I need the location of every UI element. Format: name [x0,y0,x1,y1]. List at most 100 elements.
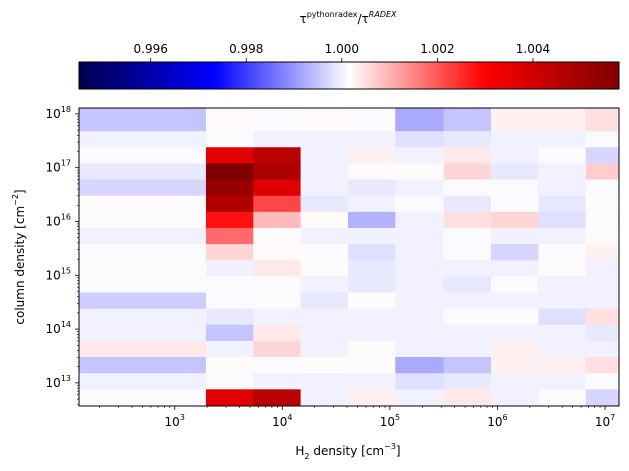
heatmap-cell [538,292,587,310]
heatmap-cell [395,179,445,197]
heatmap-cell [443,389,492,407]
heatmap-cell [490,308,539,326]
heatmap-cell [347,227,396,245]
heatmap-cell [443,276,492,293]
heatmap-cell [538,244,587,261]
heatmap-cell [443,308,492,326]
heatmap-cell [538,373,587,390]
heatmap-cell [347,276,396,293]
heatmap-cell [395,340,445,358]
colorbar-label: τpythonradex/τRADEX [299,10,397,26]
heatmap-cell [253,163,301,180]
heatmap-cell [127,389,207,407]
heatmap-cell [253,324,301,342]
heatmap-cell [395,276,445,293]
heatmap-cell [538,357,587,374]
heatmap-cell [127,357,207,374]
heatmap-cell [347,260,396,277]
heatmap-cell [443,324,492,342]
heatmap-cell [300,292,349,310]
x-tick-base: 10 [272,415,287,429]
heatmap-cell [205,108,254,132]
heatmap-cell [127,211,207,229]
heatmap-cell [205,276,254,293]
heatmap-cell [585,195,620,213]
y-tick-exp: 15 [61,266,71,275]
colorbar: τpythonradex/τRADEX 0.996 0.998 1.000 1.002… [78,10,620,90]
heatmap-cell [395,324,445,342]
x-tick-exp: 7 [610,413,615,422]
heatmap-cell [347,147,396,164]
heatmap-cell [395,308,445,326]
heatmap-cell [585,260,620,277]
x-tick-exp: 3 [180,413,185,422]
heatmap-cell [585,292,620,310]
x-tick-exp: 6 [503,413,508,422]
heatmap-cell [253,147,301,164]
x-axis-label: H2 density [cm−3] [295,442,400,461]
heatmap-cell [538,147,587,164]
heatmap-cell [300,195,349,213]
heatmap-cell [205,340,254,358]
heatmap-cell [347,244,396,261]
heatmap-cell [347,108,396,132]
y-tick-label: 1017 [46,159,71,175]
heatmap-cell [79,292,128,310]
heatmap-cell [300,131,349,148]
heatmap-cell [538,276,587,293]
heatmap-cell [585,163,620,180]
heatmap-cell [127,308,207,326]
heatmap-cell [253,195,301,213]
heatmap-cell [205,389,254,407]
heatmap-cell [490,179,539,197]
heatmap-cell [300,389,349,407]
heatmap-cell [395,389,445,407]
heatmap-cell [79,211,128,229]
x-tick-label: 107 [595,413,615,429]
heatmap-cell [253,211,301,229]
heatmap-cell [127,292,207,310]
heatmap-cell [205,227,254,245]
heatmap-cell [490,357,539,374]
heatmap-cell [79,389,128,407]
heatmap-cell [127,324,207,342]
heatmap-cell [253,131,301,148]
heatmap-cell [79,195,128,213]
heatmap-cell [490,227,539,245]
heatmap-cell [395,260,445,277]
heatmap-cell [347,340,396,358]
x-axis: 103 104 105 106 107 [99,406,615,429]
x-tick-label: 105 [380,413,400,429]
heatmap-cell [253,260,301,277]
heatmap-cell [300,147,349,164]
heatmap-cell [347,308,396,326]
y-tick-exp: 16 [61,212,71,221]
heatmap-cell [205,131,254,148]
heatmap-cell [443,260,492,277]
y-tick-label: 1013 [46,374,71,390]
heatmap-cell [538,389,587,407]
x-tick-base: 10 [380,415,395,429]
heatmap-cell [443,179,492,197]
heatmap-cell [490,340,539,358]
heatmap-cell [585,179,620,197]
heatmap-cell [205,244,254,261]
heatmap-cell [347,373,396,390]
heatmap-cell [79,244,128,261]
y-tick-label: 1018 [46,105,71,121]
heatmap-cell [538,227,587,245]
heatmap-cell [490,389,539,407]
heatmap-cell [127,244,207,261]
heatmap-cell [538,163,587,180]
heatmap-cell [538,131,587,148]
heatmap-cell [443,373,492,390]
heatmap-cell [395,163,445,180]
heatmap-cell [127,340,207,358]
heatmap-cell [205,357,254,374]
heatmap-cell [205,308,254,326]
heatmap-cell [300,308,349,326]
heatmap-cell [585,244,620,261]
heatmap-cell [253,244,301,261]
heatmap-cell [585,147,620,164]
